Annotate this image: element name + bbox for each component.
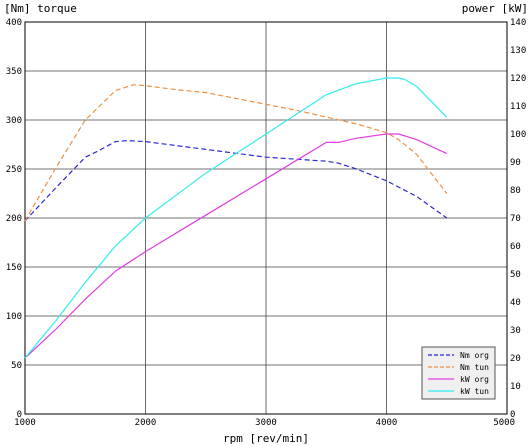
x-tick-label: 5000	[493, 418, 515, 428]
y-right-tick-label: 110	[510, 102, 526, 112]
legend-label: Nm org	[460, 351, 489, 360]
y-right-tick-label: 60	[510, 242, 521, 252]
x-tick-labels: 1000 2000 3000 4000 5000	[14, 418, 515, 428]
x-tick-label: 3000	[255, 418, 277, 428]
y-right-tick-label: 20	[510, 354, 521, 364]
legend-label: kW org	[460, 375, 489, 384]
legend-label: kW tun	[460, 387, 489, 396]
x-tick-label: 4000	[376, 418, 398, 428]
y-right-tick-label: 140	[510, 18, 526, 28]
y-right-tick-label: 90	[510, 158, 521, 168]
legend-box	[421, 346, 496, 400]
legend-label: Nm tun	[460, 363, 489, 372]
y-left-tick-label: 150	[6, 263, 22, 273]
legend: Nm org Nm tun kW org kW tun	[421, 346, 496, 400]
series-line-kw-org	[24, 133, 448, 359]
y-right-tick-label: 10	[510, 382, 521, 392]
y-left-tick-label: 300	[6, 116, 22, 126]
y-right-tick-label: 0	[510, 410, 515, 420]
y-right-tick-label: 50	[510, 270, 521, 280]
y-right-tick-label: 40	[510, 298, 521, 308]
y-left-tick-label: 250	[6, 165, 22, 175]
y-left-tick-label: 0	[17, 410, 22, 420]
y-left-tick-label: 200	[6, 214, 22, 224]
series-line-kw-tun	[24, 77, 448, 359]
y-right-tick-label: 130	[510, 46, 526, 56]
series-line-nm-org	[24, 139, 448, 222]
y-right-tick-labels: 0 10 20 30 40 50 60 70 80 90 100 110 120 130 140	[510, 18, 526, 420]
y-left-tick-label: 100	[6, 312, 22, 322]
y-right-tick-label: 70	[510, 214, 521, 224]
y-left-tick-label: 400	[6, 18, 22, 28]
x-axis-title: rpm [rev/min]	[223, 432, 309, 445]
y-right-tick-label: 100	[510, 130, 526, 140]
y-left-tick-label: 350	[6, 67, 22, 77]
y-right-tick-label: 30	[510, 326, 521, 336]
series-lines	[24, 77, 448, 359]
x-tick-label: 1000	[14, 418, 36, 428]
y-left-axis-title: [Nm] torque	[4, 2, 77, 15]
plot-frame	[24, 21, 508, 415]
x-tick-label: 2000	[135, 418, 157, 428]
series-line-nm-tun	[24, 84, 448, 222]
y-left-tick-label: 50	[11, 361, 22, 371]
y-right-axis-title: power [kW]	[462, 2, 528, 15]
y-left-tick-labels: 0 50 100 150 200 250 300 350 400	[6, 18, 22, 420]
y-right-tick-label: 120	[510, 74, 526, 84]
y-right-tick-label: 80	[510, 186, 521, 196]
